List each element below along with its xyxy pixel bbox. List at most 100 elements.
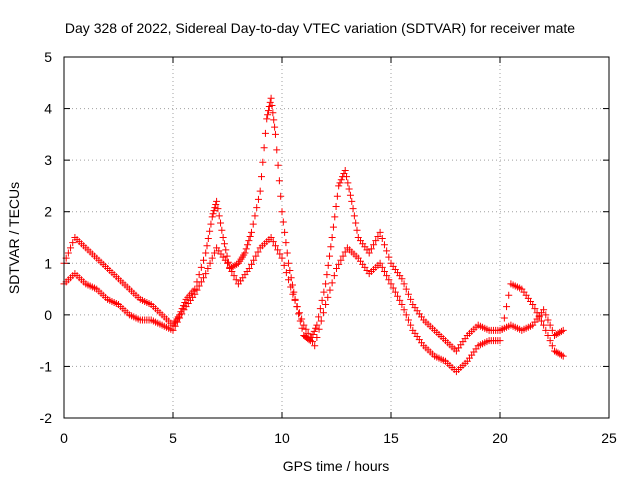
- data-point: [311, 342, 319, 350]
- data-point: [365, 249, 373, 257]
- data-point: [400, 306, 408, 314]
- data-point: [295, 309, 303, 317]
- data-point: [542, 326, 550, 334]
- y-tick-label: -1: [40, 358, 53, 374]
- data-point: [267, 94, 275, 102]
- data-point: [316, 305, 324, 313]
- data-point: [232, 276, 240, 284]
- data-point: [336, 179, 344, 187]
- data-point: [274, 161, 282, 169]
- data-point: [268, 101, 276, 109]
- data-point: [343, 173, 351, 181]
- data-point: [278, 208, 286, 216]
- data-point: [380, 241, 388, 249]
- x-tick-label: 25: [601, 430, 617, 446]
- data-point: [208, 213, 216, 221]
- data-point: [283, 249, 291, 257]
- data-point: [259, 158, 267, 166]
- data-point: [500, 314, 508, 322]
- x-tick-label: 0: [60, 430, 68, 446]
- data-point: [219, 234, 227, 241]
- data-point: [246, 232, 254, 240]
- data-point: [402, 311, 410, 319]
- data-point: [223, 252, 231, 260]
- y-tick-label: 1: [44, 255, 52, 271]
- data-point: [245, 264, 253, 272]
- data-point: [280, 261, 288, 269]
- data-point: [302, 325, 310, 333]
- data-point: [345, 185, 353, 193]
- data-point: [181, 298, 189, 306]
- data-point: [204, 235, 212, 243]
- data-point: [195, 271, 203, 279]
- data-point: [394, 292, 402, 300]
- data-point: [228, 268, 236, 276]
- data-point: [191, 290, 199, 298]
- data-point: [69, 239, 77, 247]
- data-point: [317, 317, 325, 325]
- data-point: [247, 260, 255, 268]
- data-point: [276, 250, 284, 258]
- data-point: [322, 280, 330, 288]
- data-point: [540, 306, 548, 314]
- data-point: [293, 303, 301, 311]
- data-point: [213, 197, 221, 205]
- data-point: [387, 280, 395, 288]
- data-point: [200, 274, 208, 282]
- data-point: [215, 212, 223, 220]
- data-point: [531, 305, 539, 313]
- data-point: [309, 338, 317, 346]
- data-point: [230, 272, 238, 280]
- y-tick-label: 0: [44, 307, 52, 323]
- data-point: [173, 318, 181, 326]
- data-point: [271, 130, 279, 138]
- data-point: [260, 144, 268, 152]
- data-point: [254, 195, 262, 203]
- data-point: [169, 326, 177, 334]
- data-point: [313, 334, 321, 342]
- data-point: [333, 264, 340, 272]
- data-point: [197, 263, 205, 271]
- data-point: [529, 301, 537, 309]
- y-axis-label: SDTVAR / TECUs: [6, 182, 22, 294]
- data-point: [535, 313, 543, 321]
- data-point: [398, 275, 406, 283]
- data-point: [202, 270, 210, 278]
- data-point: [323, 271, 331, 279]
- data-point: [300, 321, 308, 329]
- data-point: [306, 334, 314, 342]
- data-point: [315, 325, 323, 333]
- x-axis-label: GPS time / hours: [283, 458, 390, 474]
- data-point: [206, 227, 214, 235]
- data-point: [291, 296, 299, 304]
- data-point: [220, 240, 228, 248]
- data-point: [245, 237, 253, 245]
- data-point: [298, 315, 306, 323]
- data-point: [537, 317, 545, 325]
- data-point: [171, 322, 179, 330]
- x-tick-label: 15: [383, 430, 399, 446]
- data-point: [385, 253, 393, 261]
- data-point: [210, 249, 218, 257]
- data-point: [281, 228, 289, 236]
- y-tick-label: 5: [44, 49, 52, 65]
- data-point: [329, 223, 337, 231]
- data-point: [217, 219, 225, 227]
- data-point: [374, 232, 382, 240]
- data-point: [270, 116, 278, 124]
- data-point: [247, 228, 255, 236]
- data-point: [324, 293, 332, 301]
- data-point: [376, 259, 384, 267]
- data-point: [64, 249, 72, 257]
- data-point: [258, 173, 266, 181]
- data-point: [372, 237, 380, 245]
- data-point: [233, 260, 241, 268]
- chart-title: Day 328 of 2022, Sidereal Day-to-day VTE…: [65, 20, 575, 36]
- data-point: [332, 203, 340, 211]
- data-point: [203, 242, 211, 250]
- data-point: [263, 115, 271, 123]
- data-point: [267, 234, 275, 241]
- data-point: [557, 351, 565, 359]
- data-point: [274, 246, 282, 254]
